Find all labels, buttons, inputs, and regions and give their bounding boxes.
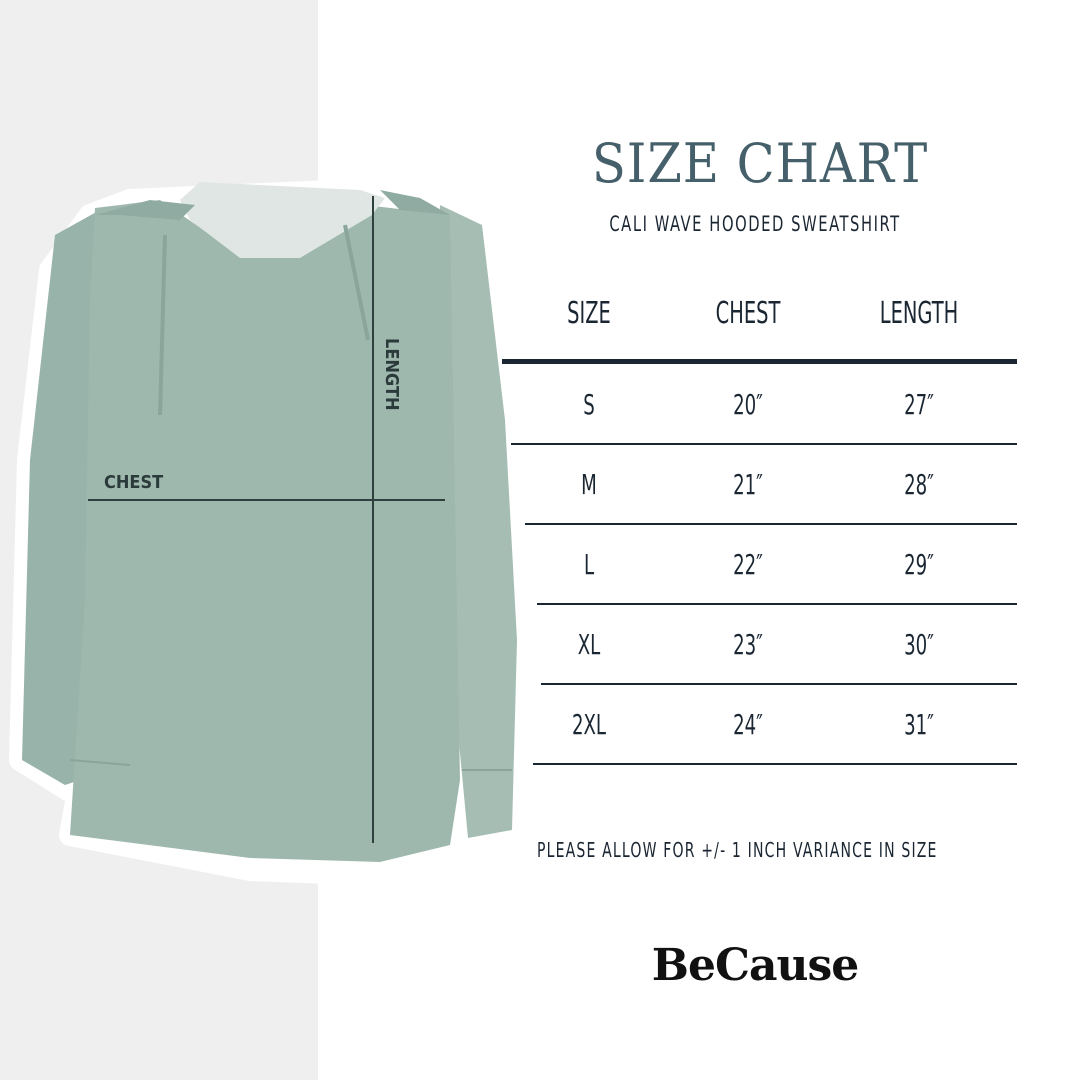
length-label: LENGTH xyxy=(381,338,402,411)
hood-left xyxy=(95,200,195,220)
cell-size: S xyxy=(583,388,595,421)
brand-logo: BeCause xyxy=(651,940,859,991)
cell-chest: 23″ xyxy=(733,628,763,661)
cell-chest: 22″ xyxy=(733,548,763,581)
chest-label: CHEST xyxy=(104,472,164,493)
row-rule xyxy=(541,683,1017,685)
cell-length: 27″ xyxy=(904,388,934,421)
header-size: SIZE xyxy=(567,296,611,331)
product-subtitle: CALI WAVE HOODED SWEATSHIRT xyxy=(609,212,901,236)
cell-chest: 20″ xyxy=(733,388,763,421)
page-title: SIZE CHART xyxy=(591,132,929,195)
cell-size: XL xyxy=(577,628,601,661)
cell-size: 2XL xyxy=(571,708,607,741)
variance-note: PLEASE ALLOW FOR +/- 1 INCH VARIANCE IN … xyxy=(537,838,938,862)
cell-chest: 21″ xyxy=(733,468,763,501)
header-chest: CHEST xyxy=(715,296,781,331)
hood-lining xyxy=(180,182,385,258)
cell-size: L xyxy=(583,548,595,581)
body xyxy=(70,200,460,862)
cell-length: 30″ xyxy=(904,628,934,661)
hood-right xyxy=(380,190,450,215)
drawstring-left xyxy=(158,234,167,416)
cell-chest: 24″ xyxy=(733,708,763,741)
right-sleeve xyxy=(440,205,517,838)
drawstring-right xyxy=(343,224,370,341)
row-rule xyxy=(511,443,1017,445)
row-rule xyxy=(533,763,1017,765)
cell-length: 31″ xyxy=(904,708,934,741)
header-rule xyxy=(502,359,1017,364)
header-length: LENGTH xyxy=(879,296,959,331)
row-rule xyxy=(537,603,1017,605)
row-rule xyxy=(525,523,1017,525)
cell-length: 29″ xyxy=(904,548,934,581)
cell-length: 28″ xyxy=(904,468,934,501)
cell-size: M xyxy=(581,468,597,501)
hoodie-illustration xyxy=(9,179,531,886)
